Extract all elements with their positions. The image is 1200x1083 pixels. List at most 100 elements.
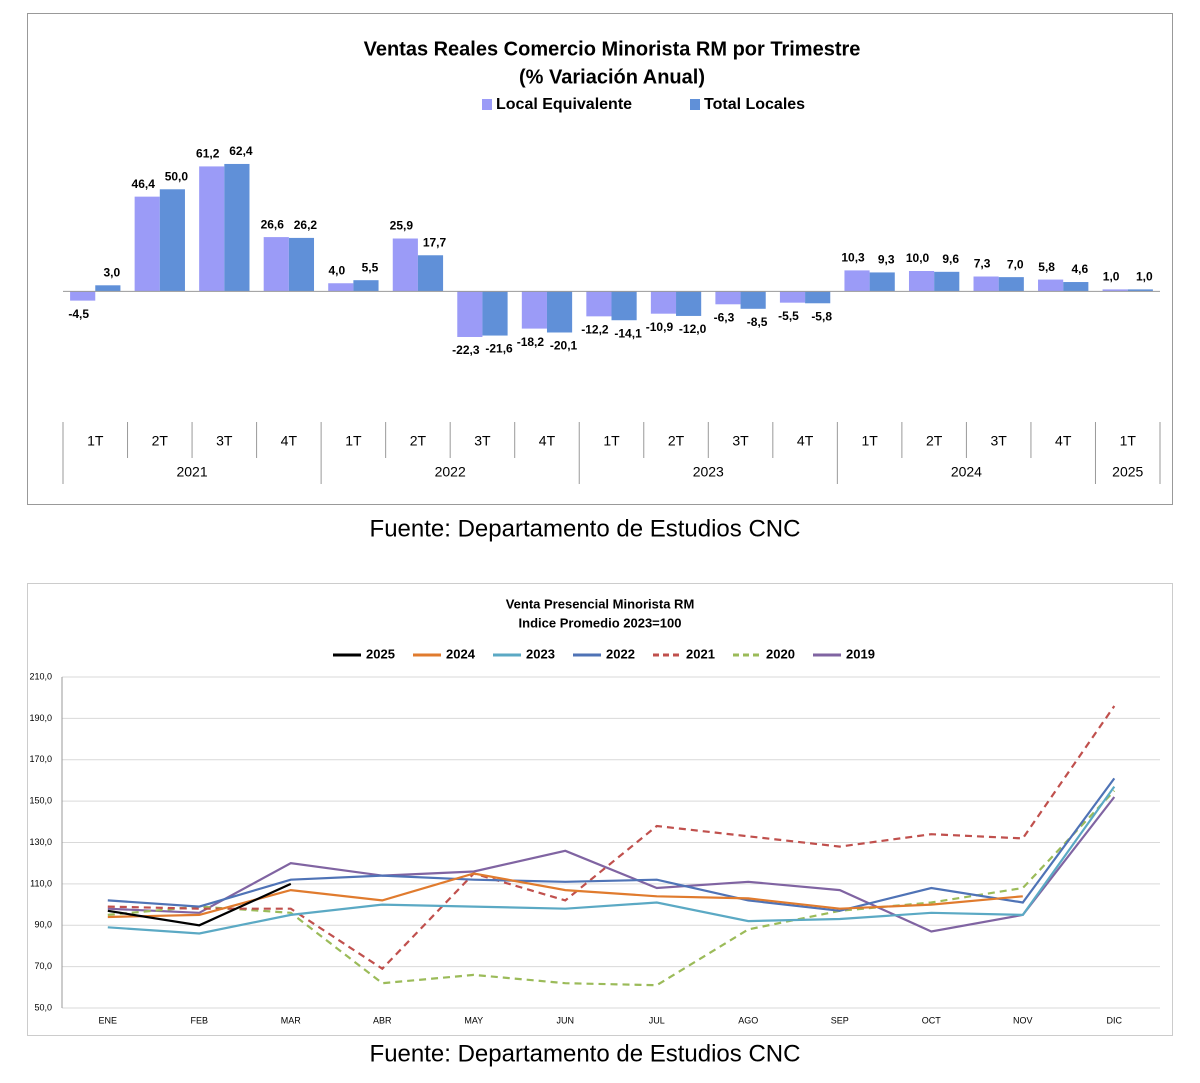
- data-label: -10,9: [646, 320, 674, 334]
- bar: [417, 255, 444, 292]
- legend-label: 2021: [686, 646, 715, 661]
- data-label: 4,6: [1071, 262, 1088, 276]
- data-label: 46,4: [132, 177, 156, 191]
- legend-swatch: [482, 99, 492, 110]
- data-label: -18,2: [517, 335, 545, 349]
- bar: [1102, 289, 1128, 292]
- bar: [199, 166, 225, 292]
- legend-label: 2020: [766, 646, 795, 661]
- data-label: 26,2: [294, 218, 318, 232]
- source: Fuente: Departamento de Estudios CNC: [370, 1040, 801, 1067]
- data-label: 5,8: [1038, 260, 1055, 274]
- legend-swatch: [690, 99, 700, 110]
- bar: [134, 196, 160, 292]
- bar: [1038, 279, 1064, 292]
- x-tick-label: 3T: [991, 433, 1008, 449]
- y-tick-label: 130,0: [29, 837, 52, 847]
- bar: [70, 291, 96, 301]
- x-tick-label: 2T: [926, 433, 943, 449]
- legend-label: 2019: [846, 646, 875, 661]
- x-tick-label: AGO: [738, 1015, 758, 1025]
- data-label: 9,3: [878, 253, 895, 267]
- legend-label: Total Locales: [704, 96, 805, 113]
- data-label: 1,0: [1136, 270, 1153, 284]
- bar: [869, 272, 895, 292]
- x-tick-label: ENE: [98, 1015, 117, 1025]
- bar: [392, 238, 418, 292]
- bar: [586, 291, 612, 317]
- group-label: 2025: [1112, 464, 1143, 480]
- data-label: 7,3: [974, 257, 991, 271]
- x-tick-label: NOV: [1013, 1015, 1033, 1025]
- data-label: 17,7: [423, 235, 447, 249]
- data-label: 26,6: [261, 217, 285, 231]
- x-tick-label: MAR: [281, 1015, 302, 1025]
- y-tick-label: 50,0: [34, 1002, 52, 1012]
- x-tick-label: 4T: [1055, 433, 1072, 449]
- x-tick-label: 1T: [345, 433, 362, 449]
- data-label: 50,0: [165, 169, 189, 183]
- bar: [457, 291, 483, 337]
- group-label: 2021: [176, 464, 207, 480]
- x-tick-label: DIC: [1107, 1015, 1123, 1025]
- data-label: -20,1: [550, 339, 578, 353]
- line: [107, 705, 1116, 971]
- x-tick-label: 1T: [87, 433, 104, 449]
- data-label: 1,0: [1103, 270, 1120, 284]
- line: [107, 785, 1116, 935]
- x-tick-label: SEP: [831, 1015, 849, 1025]
- group-label: 2022: [435, 464, 466, 480]
- x-tick-label: 4T: [281, 433, 298, 449]
- y-tick-label: 90,0: [34, 920, 52, 930]
- data-label: 61,2: [196, 147, 220, 161]
- x-tick-label: 4T: [539, 433, 556, 449]
- bar: [482, 291, 508, 336]
- data-label: 62,4: [229, 144, 253, 158]
- data-label: -22,3: [452, 343, 480, 357]
- y-tick-label: 190,0: [29, 713, 52, 723]
- data-label: -14,1: [614, 326, 642, 340]
- line: [107, 777, 1116, 912]
- x-tick-label: 2T: [410, 433, 427, 449]
- x-tick-label: 1T: [603, 433, 620, 449]
- bar: [908, 271, 935, 292]
- data-label: 10,3: [841, 251, 865, 265]
- chart-title: Venta Presencial Minorista RM: [506, 596, 695, 611]
- data-label: 9,6: [942, 252, 959, 266]
- bar: [263, 237, 289, 292]
- x-tick-label: 1T: [1120, 433, 1137, 449]
- legend-label: 2025: [366, 646, 395, 661]
- legend-label: 2024: [446, 646, 476, 661]
- y-tick-label: 110,0: [30, 878, 52, 888]
- bar: [676, 291, 702, 316]
- bar: [740, 291, 766, 309]
- group-label: 2024: [951, 464, 982, 480]
- data-label: 3,0: [104, 265, 121, 279]
- data-label: -12,2: [581, 323, 609, 337]
- chart-frame: [27, 583, 1173, 1036]
- line: [107, 790, 1116, 987]
- data-label: -12,0: [679, 322, 707, 336]
- bar: [650, 291, 677, 314]
- chart-subtitle: Indice Promedio 2023=100: [519, 615, 682, 630]
- y-tick-label: 70,0: [34, 961, 52, 971]
- data-label: 10,0: [906, 251, 930, 265]
- bar: [1063, 282, 1089, 292]
- data-label: -4,5: [68, 307, 89, 321]
- x-tick-label: JUN: [557, 1015, 575, 1025]
- x-tick-label: ABR: [373, 1015, 392, 1025]
- chart-subtitle: (% Variación Anual): [519, 66, 705, 88]
- y-tick-label: 210,0: [29, 671, 52, 681]
- x-tick-label: 4T: [797, 433, 814, 449]
- data-label: 25,9: [390, 219, 414, 233]
- bar: [353, 280, 379, 292]
- chart-title: Ventas Reales Comercio Minorista RM por …: [364, 38, 861, 60]
- bar: [779, 291, 806, 303]
- data-label: -21,6: [485, 342, 513, 356]
- bar: [973, 276, 999, 292]
- bar: [611, 291, 637, 321]
- x-tick-label: 2T: [152, 433, 169, 449]
- data-label: -6,3: [714, 310, 735, 324]
